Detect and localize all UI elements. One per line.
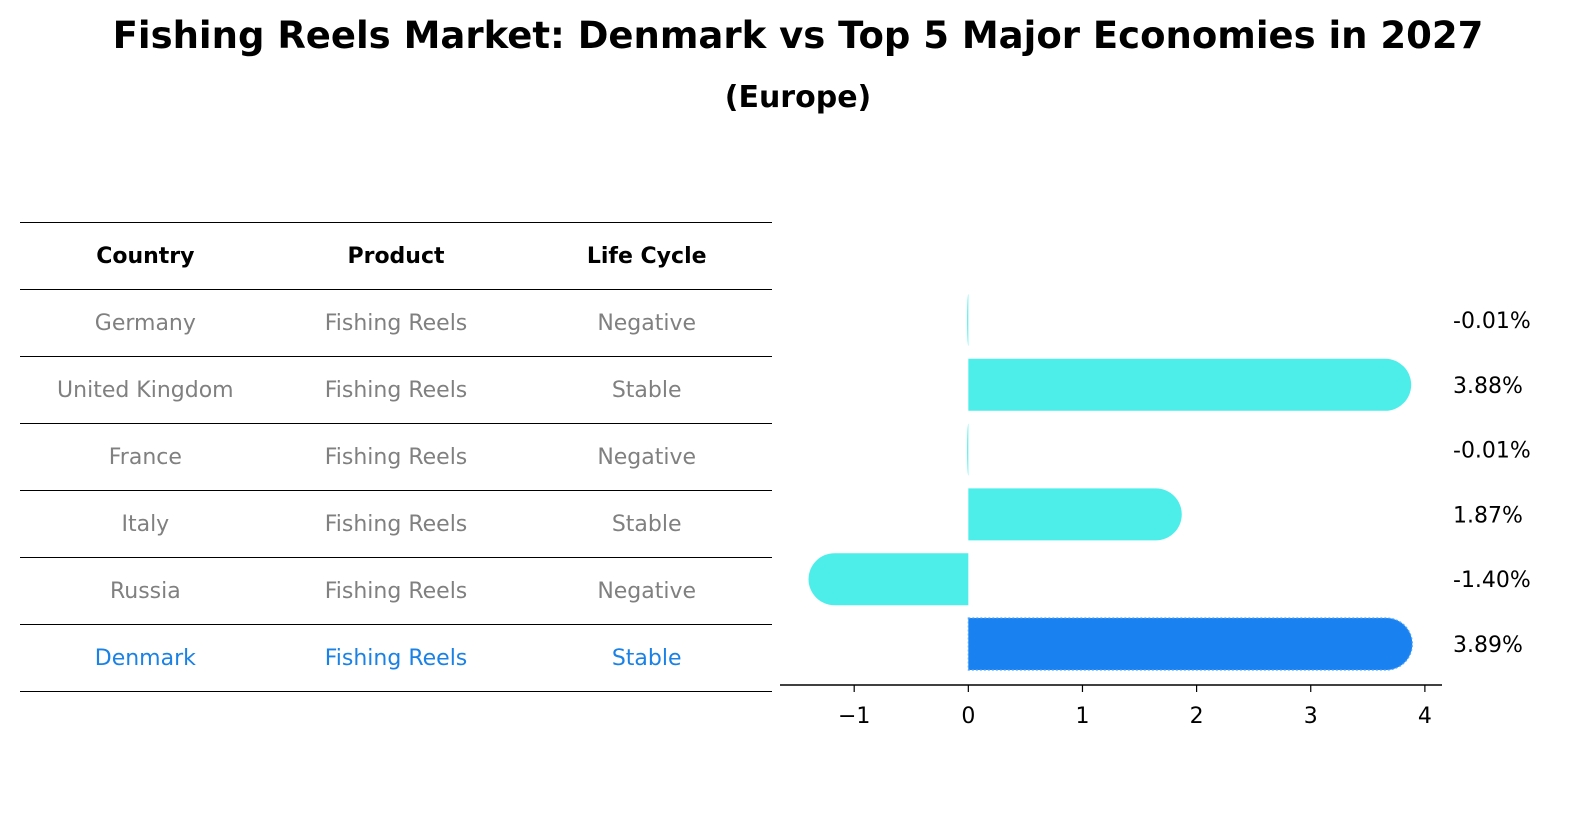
cell-product: Fishing Reels	[324, 511, 468, 537]
cell-product: Fishing Reels	[324, 578, 468, 604]
data-label: -0.01%	[1453, 309, 1531, 334]
cell-country: Denmark	[94, 645, 196, 671]
table-row: Germany Fishing Reels Negative	[20, 290, 772, 357]
chart-subtitle: (Europe)	[724, 80, 872, 115]
table-row: Italy Fishing Reels Stable	[20, 491, 772, 558]
x-tick-label: −1	[838, 704, 870, 729]
data-label: 3.89%	[1453, 633, 1523, 658]
bar	[967, 423, 969, 476]
cell-product: Fishing Reels	[324, 310, 468, 336]
table-row: Russia Fishing Reels Negative	[20, 558, 772, 625]
x-tick-label: 3	[1304, 704, 1318, 729]
chart-title: Fishing Reels Market: Denmark vs Top 5 M…	[112, 14, 1484, 57]
cell-product: Fishing Reels	[324, 444, 468, 470]
table-row: France Fishing Reels Negative	[20, 424, 772, 491]
cell-life-cycle: Stable	[611, 645, 682, 671]
bar-highlight-outline	[967, 617, 1413, 671]
table-header-row: Country Product Life Cycle	[20, 222, 772, 290]
bar	[967, 294, 969, 346]
cell-product: Fishing Reels	[324, 377, 468, 403]
data-label: 1.87%	[1453, 503, 1523, 528]
cell-life-cycle: Negative	[597, 444, 697, 470]
cell-country: France	[108, 444, 182, 470]
x-tick-label: 0	[961, 704, 975, 729]
data-label: -1.40%	[1453, 568, 1531, 593]
x-tick-label: 2	[1190, 704, 1204, 729]
data-label: -0.01%	[1453, 439, 1531, 464]
cell-life-cycle: Negative	[597, 578, 697, 604]
header-product: Product	[347, 243, 445, 269]
cell-country: Russia	[109, 578, 181, 604]
data-table: Country Product Life Cycle Germany Fishi…	[20, 222, 772, 692]
bar	[968, 488, 1182, 541]
cell-life-cycle: Negative	[597, 310, 697, 336]
x-tick-label: 1	[1075, 704, 1089, 729]
cell-country: Germany	[94, 310, 196, 336]
cell-product: Fishing Reels	[324, 645, 468, 671]
bar	[808, 553, 969, 606]
bar	[968, 618, 1413, 670]
data-label: 3.88%	[1453, 374, 1523, 399]
cell-life-cycle: Stable	[611, 377, 682, 403]
cell-country: United Kingdom	[57, 377, 234, 403]
header-life-cycle: Life Cycle	[586, 243, 707, 269]
bar-chart: -0.01% 3.88% -0.01% 1.87% -1.40% 3.89% −1 0 1 2 3 4	[780, 294, 1531, 729]
bar	[968, 358, 1412, 411]
cell-life-cycle: Stable	[611, 511, 682, 537]
cell-country: Italy	[121, 511, 170, 537]
table-row: United Kingdom Fishing Reels Stable	[20, 357, 772, 424]
header-country: Country	[96, 243, 195, 269]
x-tick-label: 4	[1418, 704, 1432, 729]
table-row-highlighted: Denmark Fishing Reels Stable	[20, 625, 772, 692]
